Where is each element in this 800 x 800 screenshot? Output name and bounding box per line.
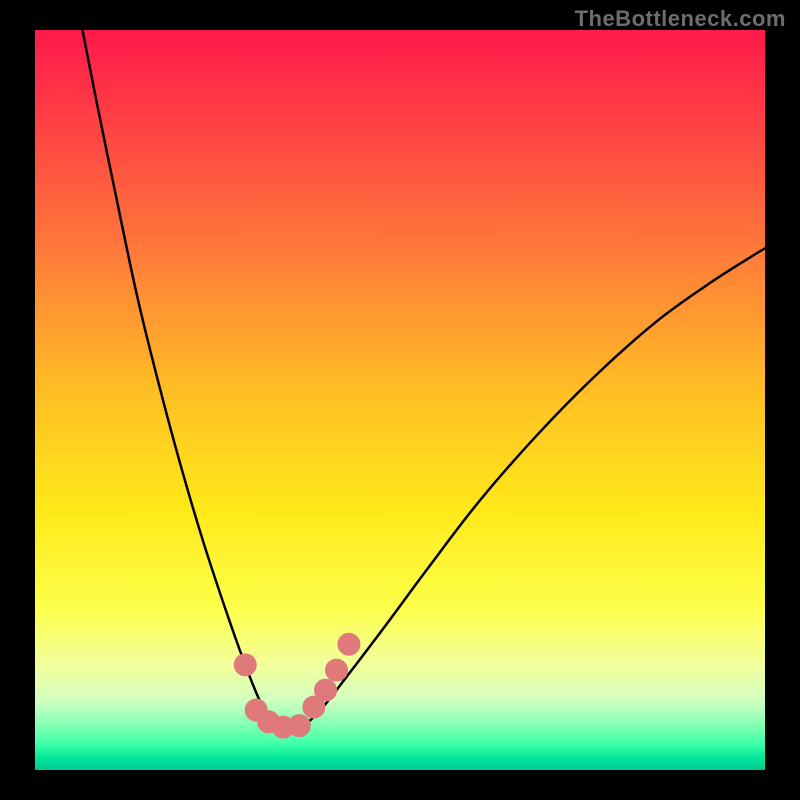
chart-svg <box>0 0 800 800</box>
data-marker <box>315 679 337 701</box>
chart-plot-area <box>35 30 765 770</box>
data-marker <box>234 654 256 676</box>
data-marker <box>338 633 360 655</box>
watermark-text: TheBottleneck.com <box>575 6 786 32</box>
chart-outer-frame: TheBottleneck.com <box>0 0 800 800</box>
data-marker <box>325 659 347 681</box>
data-marker <box>288 715 310 737</box>
